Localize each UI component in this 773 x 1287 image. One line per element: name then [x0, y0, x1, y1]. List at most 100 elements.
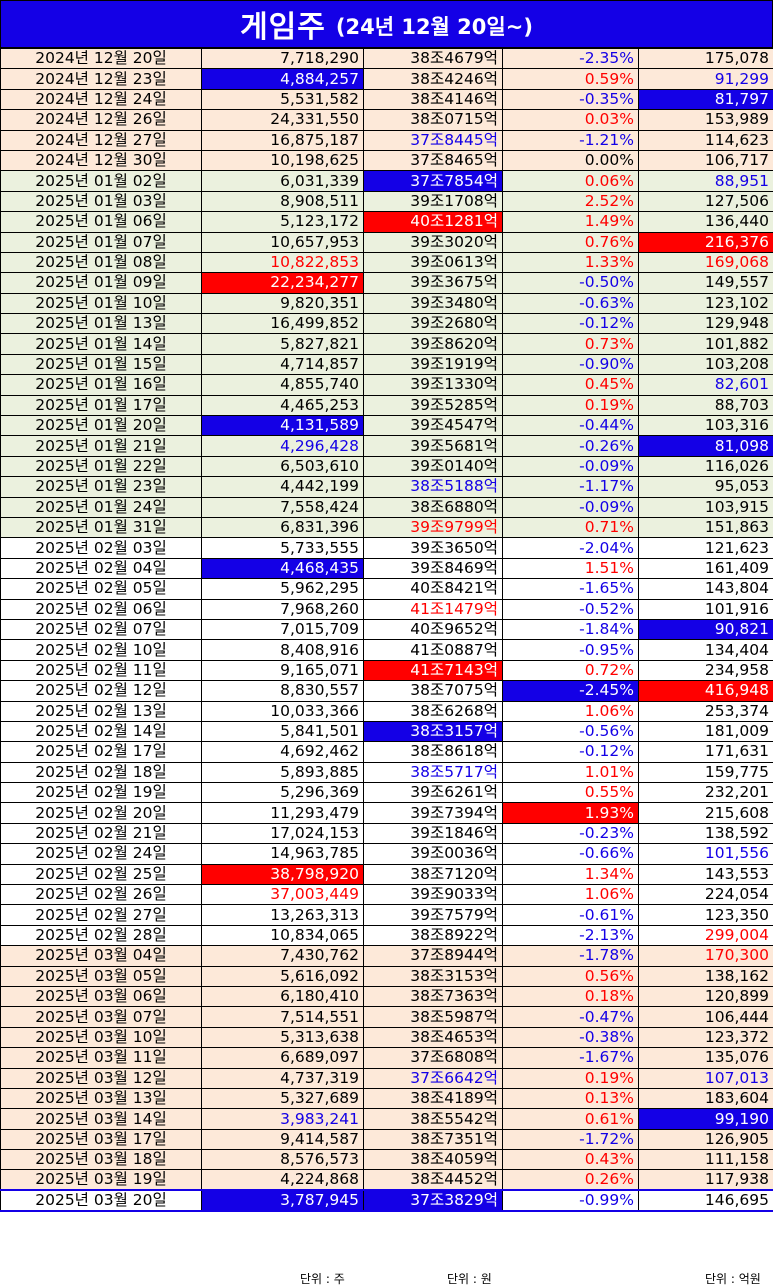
market-cap-cell: 37조6642억	[363, 1067, 503, 1089]
market-cap-cell: 37조3829억	[363, 1189, 503, 1213]
market-cap-cell: 39조3020억	[363, 231, 503, 253]
date-cell: 2025년 02월 20일	[0, 802, 202, 824]
volume-cell: 11,293,479	[201, 802, 364, 824]
date-cell: 2025년 01월 13일	[0, 313, 202, 335]
change-rate-cell: -0.23%	[502, 822, 639, 845]
trade-amount-cell: 95,053	[638, 476, 773, 498]
change-rate-cell: -2.13%	[502, 924, 639, 947]
volume-cell: 6,180,410	[201, 985, 364, 1008]
market-cap-cell: 38조7351억	[363, 1128, 503, 1151]
trade-amount-cell: 103,208	[638, 353, 773, 376]
change-rate-cell: 1.49%	[502, 211, 639, 233]
volume-unit-label: 단위 : 주	[300, 1272, 345, 1286]
table-row: 2025년 02월 28일 10,834,065 38조8922억 -2.13% 299…	[0, 924, 773, 947]
change-rate-cell: -1.17%	[502, 476, 639, 498]
volume-cell: 7,430,762	[201, 945, 364, 967]
table-row: 2025년 03월 14일 3,983,241 38조5542억 0.61% 99,19…	[0, 1108, 773, 1130]
table-row: 2025년 03월 20일 3,787,945 37조3829억 -0.99% 146,…	[0, 1189, 773, 1213]
trade-amount-cell: 88,951	[638, 170, 773, 192]
table-row: 2025년 03월 12일 4,737,319 37조6642억 0.19% 107,0…	[0, 1067, 773, 1089]
change-rate-cell: 0.76%	[502, 231, 639, 253]
trade-amount-cell: 416,948	[638, 680, 773, 702]
market-cap-cell: 38조8922억	[363, 924, 503, 947]
market-cap-cell: 40조9652억	[363, 618, 503, 641]
market-cap-cell: 39조2680억	[363, 313, 503, 335]
volume-cell: 9,820,351	[201, 292, 364, 315]
trade-amount-cell: 82,601	[638, 374, 773, 396]
date-cell: 2025년 02월 03일	[0, 537, 202, 559]
trade-amount-cell: 216,376	[638, 231, 773, 253]
market-cap-cell: 39조3650억	[363, 537, 503, 559]
date-cell: 2025년 02월 11일	[0, 659, 202, 682]
trade-amount-cell: 106,444	[638, 1006, 773, 1028]
change-rate-cell: 0.71%	[502, 516, 639, 539]
table-row: 2025년 01월 24일 7,558,424 38조6880억 -0.09% 103,…	[0, 496, 773, 518]
market-cap-cell: 38조4059억	[363, 1149, 503, 1171]
table-row: 2025년 01월 20일 4,131,589 39조4547억 -0.44% 103,…	[0, 415, 773, 437]
table-row: 2025년 01월 09일 22,234,277 39조3675억 -0.50% 149…	[0, 272, 773, 294]
change-rate-cell: -2.04%	[502, 537, 639, 559]
volume-cell: 16,499,852	[201, 313, 364, 335]
market-cap-cell: 39조1919억	[363, 353, 503, 376]
trade-amount-cell: 88,703	[638, 394, 773, 417]
market-cap-cell: 38조4189억	[363, 1087, 503, 1110]
volume-cell: 5,616,092	[201, 965, 364, 987]
date-cell: 2025년 03월 06일	[0, 985, 202, 1008]
date-cell: 2025년 01월 06일	[0, 211, 202, 233]
volume-cell: 9,414,587	[201, 1128, 364, 1151]
volume-cell: 10,834,065	[201, 924, 364, 947]
market-cap-cell: 38조0715억	[363, 109, 503, 131]
change-rate-cell: -0.95%	[502, 639, 639, 661]
volume-cell: 5,827,821	[201, 333, 364, 355]
trade-amount-cell: 121,623	[638, 537, 773, 559]
table-row: 2025년 02월 13일 10,033,366 38조6268억 1.06% 253,…	[0, 700, 773, 722]
market-cap-cell: 39조6261억	[363, 782, 503, 804]
market-cap-cell: 38조3153억	[363, 965, 503, 987]
volume-cell: 6,031,339	[201, 170, 364, 192]
volume-cell: 4,465,253	[201, 394, 364, 417]
market-cap-cell: 39조0613억	[363, 251, 503, 274]
data-table: 2024년 12월 20일 7,718,290 38조4679억 -2.35% 175,…	[0, 47, 773, 1213]
market-cap-cell: 38조5188억	[363, 476, 503, 498]
date-cell: 2025년 01월 23일	[0, 476, 202, 498]
date-cell: 2025년 01월 03일	[0, 190, 202, 213]
market-cap-cell: 38조5987억	[363, 1006, 503, 1028]
volume-cell: 4,468,435	[201, 557, 364, 580]
volume-cell: 17,024,153	[201, 822, 364, 845]
market-cap-cell: 39조1708억	[363, 190, 503, 213]
volume-cell: 22,234,277	[201, 272, 364, 294]
table-row: 2025년 02월 21일 17,024,153 39조1846억 -0.23% 138…	[0, 822, 773, 845]
market-cap-cell: 37조6808억	[363, 1047, 503, 1069]
volume-cell: 9,165,071	[201, 659, 364, 682]
trade-amount-cell: 138,592	[638, 822, 773, 845]
date-cell: 2025년 02월 17일	[0, 741, 202, 763]
change-rate-cell: -0.09%	[502, 455, 639, 478]
table-row: 2025년 02월 27일 13,263,313 39조7579억 -0.61% 123…	[0, 904, 773, 926]
volume-cell: 16,875,187	[201, 129, 364, 151]
market-cap-cell: 37조8445억	[363, 129, 503, 151]
change-rate-cell: 1.06%	[502, 700, 639, 722]
trade-amount-cell: 181,009	[638, 720, 773, 743]
volume-cell: 7,015,709	[201, 618, 364, 641]
volume-cell: 5,296,369	[201, 782, 364, 804]
table-row: 2025년 03월 19일 4,224,868 38조4452억 0.26% 117,9…	[0, 1169, 773, 1191]
trade-amount-cell: 101,916	[638, 598, 773, 620]
date-cell: 2025년 03월 13일	[0, 1087, 202, 1110]
date-cell: 2025년 03월 04일	[0, 945, 202, 967]
market-cap-cell: 39조1846억	[363, 822, 503, 845]
change-rate-cell: 0.45%	[502, 374, 639, 396]
trade-amount-cell: 299,004	[638, 924, 773, 947]
date-cell: 2025년 02월 05일	[0, 578, 202, 600]
change-rate-cell: 0.43%	[502, 1149, 639, 1171]
table-row: 2025년 03월 04일 7,430,762 37조8944억 -1.78% 170,…	[0, 945, 773, 967]
volume-cell: 5,313,638	[201, 1026, 364, 1049]
market-cap-cell: 39조3480억	[363, 292, 503, 315]
change-rate-cell: -0.90%	[502, 353, 639, 376]
trade-amount-cell: 159,775	[638, 761, 773, 784]
change-rate-cell: 0.72%	[502, 659, 639, 682]
volume-cell: 6,503,610	[201, 455, 364, 478]
table-row: 2024년 12월 23일 4,884,257 38조4246억 0.59% 91,29…	[0, 68, 773, 90]
amount-unit-label: 단위 : 억원	[705, 1272, 761, 1286]
volume-cell: 10,657,953	[201, 231, 364, 253]
change-rate-cell: -0.12%	[502, 741, 639, 763]
